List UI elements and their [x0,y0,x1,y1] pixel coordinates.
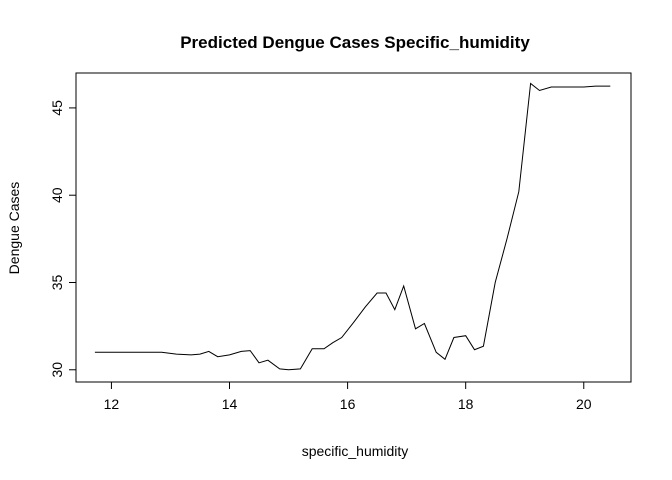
y-tick-label: 35 [49,274,65,290]
plot-frame [75,72,632,383]
y-tick-label: 40 [49,187,65,203]
x-axis-label: specific_humidity [302,443,409,459]
x-tick-label: 12 [104,396,120,412]
x-tick-label: 20 [576,396,592,412]
x-tick-label: 14 [222,396,238,412]
series-line [94,82,611,371]
y-tick-label: 45 [49,100,65,116]
x-axis: 12 14 16 18 20 [104,382,592,412]
x-tick-label: 16 [340,396,356,412]
y-axis: 30 35 40 45 [49,100,76,378]
chart-title: Predicted Dengue Cases Specific_humidity [180,33,530,52]
y-axis-label: Dengue Cases [6,182,22,275]
x-tick-label: 18 [458,396,474,412]
y-tick-label: 30 [49,362,65,378]
